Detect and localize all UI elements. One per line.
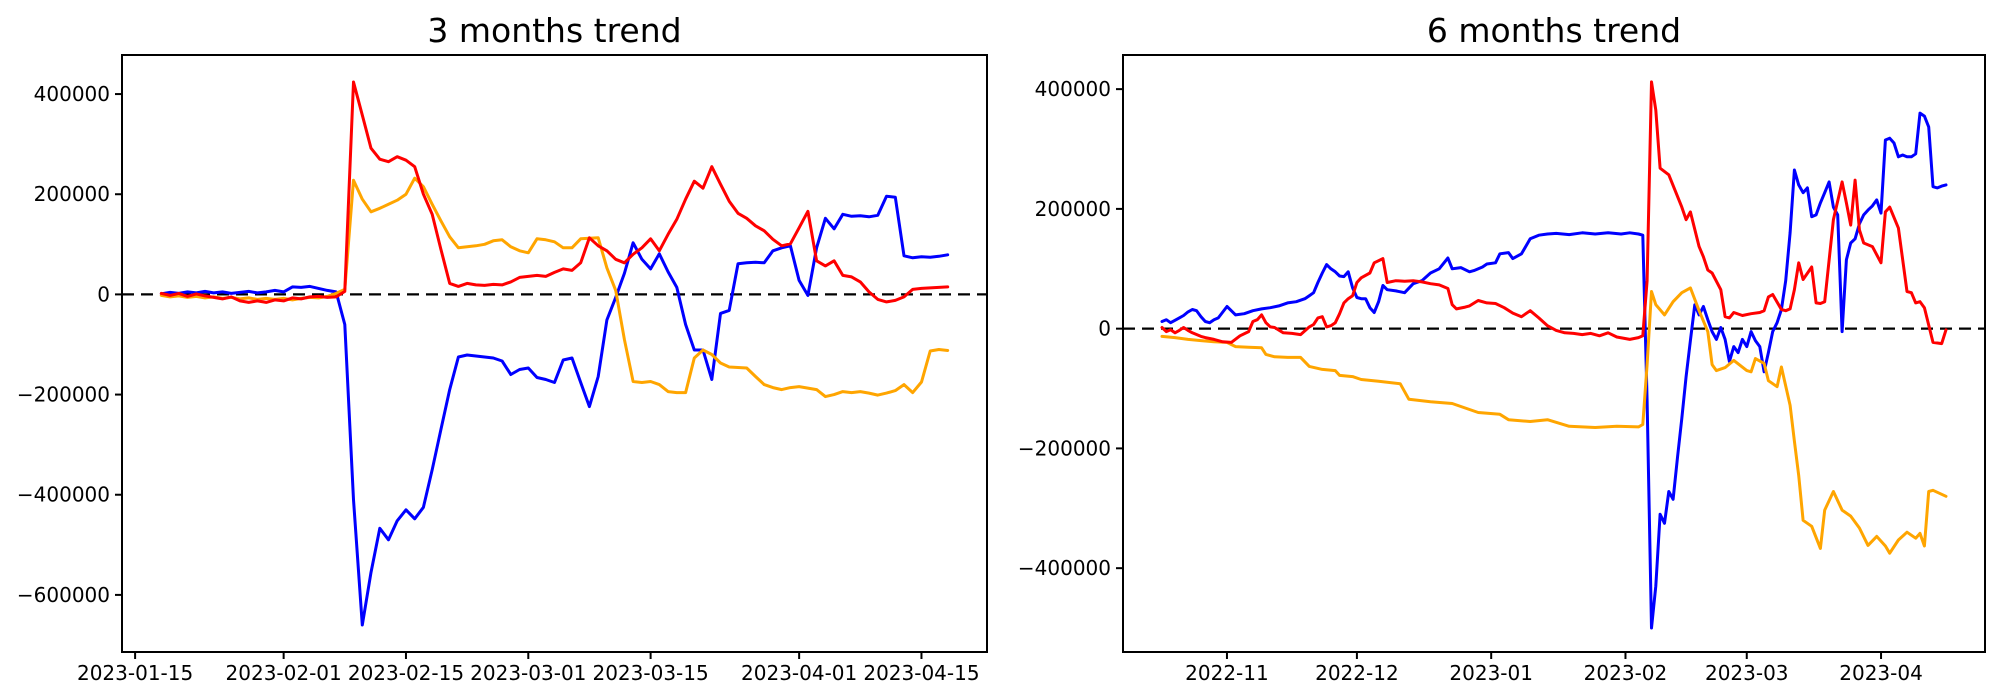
chart-title: 6 months trend	[1427, 11, 1681, 50]
series-orange-line	[159, 176, 950, 399]
y-tick-label: 0	[97, 282, 110, 306]
plot-area-3-months: 2023-01-15 2023-02-01 2023-02-15 2023-03-01…	[17, 54, 988, 685]
plot-border	[121, 54, 988, 653]
x-tick-label: 2023-03	[1705, 661, 1789, 685]
y-tick-label: −400000	[17, 483, 110, 507]
plot-border	[1122, 54, 1986, 653]
y-tick-label: 200000	[1035, 197, 1111, 221]
chart-canvas-3-months: 2023-01-15 2023-02-01 2023-02-15 2023-03-01…	[17, 11, 988, 685]
chart-canvas-6-months: 2022-11 2022-12 2023-01 2023-02 2023-03 2023-…	[1018, 11, 1986, 685]
series-red-line	[1160, 80, 1948, 346]
x-tick-label: 2023-03-01	[470, 661, 586, 685]
x-tick-label: 2023-03-15	[592, 661, 708, 685]
x-tick-label: 2023-04-01	[741, 661, 857, 685]
x-tick-label: 2023-02-15	[348, 661, 464, 685]
y-tick-label: −600000	[17, 583, 110, 607]
series-blue-line	[1160, 111, 1948, 630]
series-red-line	[159, 80, 950, 304]
plot-area-6-months: 2022-11 2022-12 2023-01 2023-02 2023-03 2023-…	[1018, 54, 1986, 685]
series-orange-line	[1160, 286, 1948, 555]
x-tick-label: 2023-01	[1449, 661, 1533, 685]
chart-title: 3 months trend	[427, 11, 681, 50]
x-tick-label: 2022-11	[1185, 661, 1269, 685]
series-group	[159, 80, 950, 627]
y-tick-label: 200000	[34, 182, 110, 206]
series-group	[1160, 80, 1948, 630]
y-tick-label: −400000	[1018, 556, 1111, 580]
x-tick-label: 2023-02-01	[226, 661, 342, 685]
x-tick-label: 2023-01-15	[77, 661, 193, 685]
y-tick-label: −200000	[1018, 436, 1111, 460]
x-tick-label: 2023-04-15	[863, 661, 979, 685]
x-tick-label: 2022-12	[1315, 661, 1399, 685]
x-tick-label: 2023-02	[1584, 661, 1668, 685]
chart-6-months-trend: 2022-11 2022-12 2023-01 2023-02 2023-03 2023-…	[1000, 0, 2000, 700]
chart-3-months-trend: 2023-01-15 2023-02-01 2023-02-15 2023-03-01…	[17, 11, 988, 685]
y-tick-label: 0	[1098, 317, 1111, 341]
y-tick-label: 400000	[34, 82, 110, 106]
y-tick-label: −200000	[17, 383, 110, 407]
y-tick-label: 400000	[1035, 77, 1111, 101]
series-blue-line	[159, 194, 950, 627]
x-tick-label: 2023-04	[1839, 661, 1923, 685]
